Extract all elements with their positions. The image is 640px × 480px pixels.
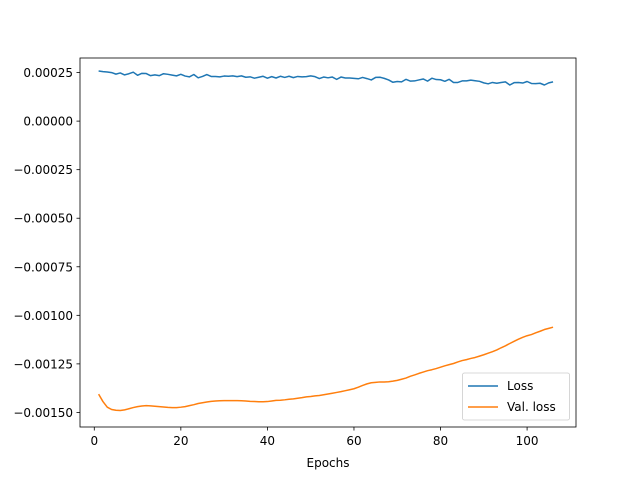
y-tick-label: −0.00075	[13, 260, 73, 274]
x-tick-label: 100	[516, 434, 539, 448]
x-tick-label: 60	[346, 434, 361, 448]
y-tick-label: −0.00150	[13, 406, 73, 420]
y-tick-label: 0.00000	[23, 115, 73, 129]
x-tick-label: 80	[433, 434, 448, 448]
legend-box	[462, 372, 570, 421]
y-tick-label: −0.00100	[13, 309, 73, 323]
y-tick-label: 0.00025	[23, 66, 73, 80]
series-lines	[97, 70, 554, 412]
x-axis-label: Epochs	[307, 456, 350, 470]
axis-ticks: 0 20 40 60 80 100 0.00025 0.00000 −0.00025 −0.000…	[13, 66, 538, 448]
y-tick-label: −0.00050	[13, 212, 73, 226]
series-line-loss	[98, 70, 554, 86]
series-line-val-loss	[97, 326, 554, 412]
legend-label-loss: Loss	[507, 379, 533, 393]
x-tick-label: 20	[173, 434, 188, 448]
y-tick-label: −0.00025	[13, 163, 73, 177]
legend: Loss Val. loss	[462, 372, 570, 421]
x-tick-label: 0	[90, 434, 98, 448]
y-tick-label: −0.00125	[13, 357, 73, 371]
plot-background	[80, 58, 576, 427]
x-tick-label: 40	[260, 434, 275, 448]
legend-label-val-loss: Val. loss	[507, 400, 556, 414]
plot-frame	[79, 57, 577, 428]
